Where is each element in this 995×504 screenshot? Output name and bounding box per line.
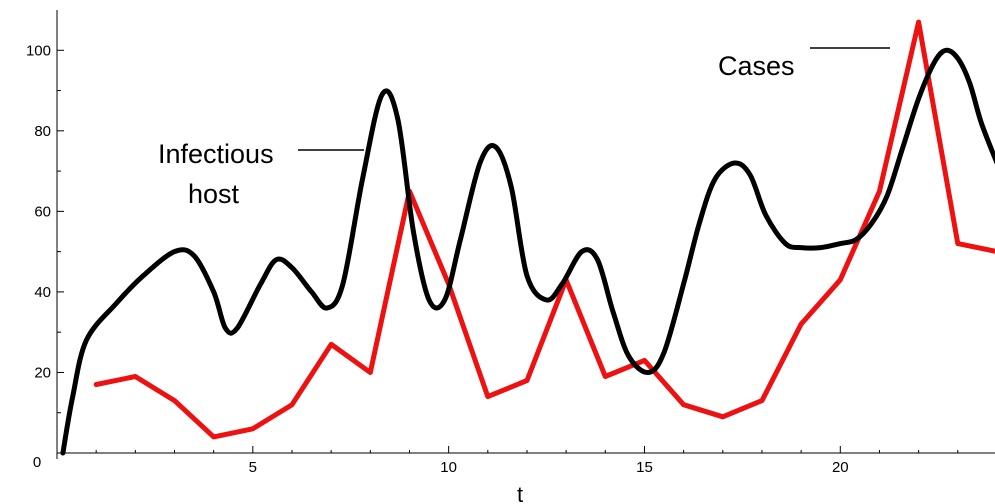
y-tick-label-100: 100 — [26, 42, 51, 59]
annotation-infectious-label-line2: host — [188, 179, 240, 209]
ticks-layer: 02040608010051015200 — [26, 42, 959, 476]
x-tick-label-10: 10 — [440, 459, 457, 476]
x-tick-label-5: 5 — [249, 459, 257, 476]
origin-label: 0 — [33, 454, 41, 471]
series-line-infectious-host — [60, 47, 995, 456]
x-axis-title: t — [517, 482, 523, 504]
annotation-infectious-label-line1: Infectious — [158, 139, 274, 169]
y-tick-label-60: 60 — [34, 203, 51, 220]
y-tick-label-20: 20 — [34, 364, 51, 381]
axes-layer — [56, 10, 995, 459]
series-layer — [60, 19, 995, 456]
x-tick-label-15: 15 — [636, 459, 653, 476]
y-tick-label-40: 40 — [34, 284, 51, 301]
x-tick-label-20: 20 — [832, 459, 849, 476]
annotations-layer: Cases Infectious host — [158, 47, 890, 209]
y-tick-label-80: 80 — [34, 123, 51, 140]
series-line-cases — [93, 19, 995, 440]
annotation-cases-label: Cases — [718, 51, 795, 81]
